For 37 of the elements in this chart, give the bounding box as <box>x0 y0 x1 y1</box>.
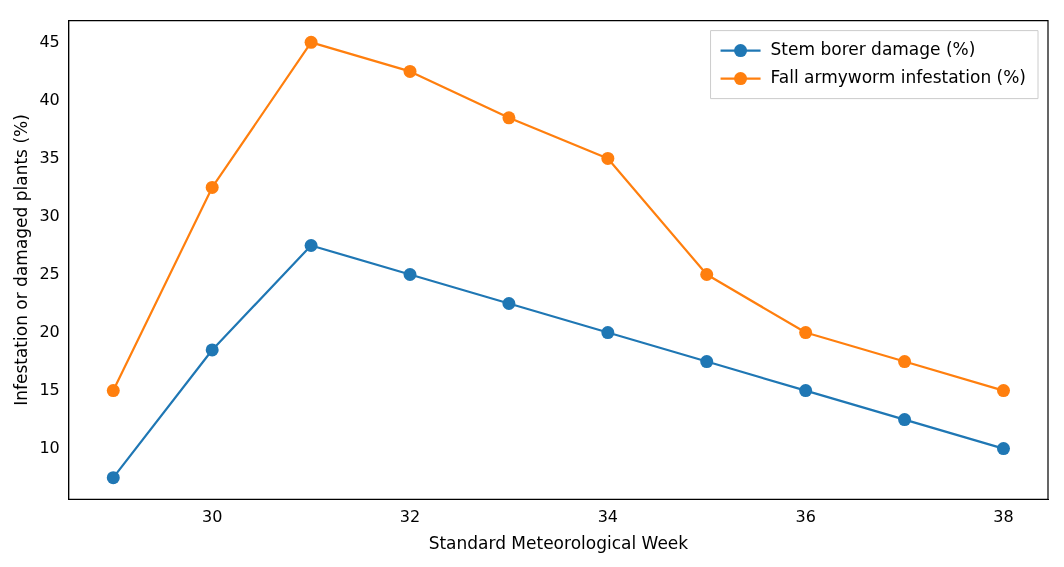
point <box>700 355 714 369</box>
x-tick-label: 32 <box>399 507 421 527</box>
point <box>502 297 516 311</box>
point <box>106 471 120 485</box>
point <box>403 268 417 282</box>
y-tick-label: 35 <box>39 147 60 167</box>
y-tick-label: 45 <box>39 31 60 51</box>
point <box>205 343 219 357</box>
legend-label: Fall armyworm infestation (%) <box>770 67 1027 88</box>
point <box>106 384 120 398</box>
point <box>799 326 813 340</box>
y-tick-label: 15 <box>39 379 60 399</box>
point <box>996 384 1010 398</box>
point <box>799 384 813 398</box>
y-tick-label: 20 <box>39 321 60 341</box>
x-tick-label: 36 <box>795 507 816 527</box>
y-tick-label: 10 <box>39 437 60 457</box>
x-axis-title: Standard Meteorological Week <box>428 533 689 554</box>
point <box>601 326 615 340</box>
x-tick-label: 30 <box>202 507 223 527</box>
y-tick-label: 40 <box>39 89 60 109</box>
point <box>898 413 912 427</box>
point <box>403 64 417 78</box>
point <box>502 111 516 125</box>
y-tick-label: 25 <box>39 263 60 283</box>
x-tick-label: 34 <box>597 507 619 527</box>
point <box>700 268 714 282</box>
y-axis-title: Infestation or damaged plants (%) <box>10 114 31 406</box>
point <box>205 180 219 194</box>
point <box>601 151 615 165</box>
point <box>304 238 318 252</box>
point <box>304 35 318 49</box>
point <box>898 355 912 369</box>
point <box>996 442 1010 456</box>
legend-label: Stem borer damage (%) <box>770 39 976 60</box>
x-tick-label: 38 <box>993 507 1014 527</box>
y-tick-label: 30 <box>39 205 60 225</box>
